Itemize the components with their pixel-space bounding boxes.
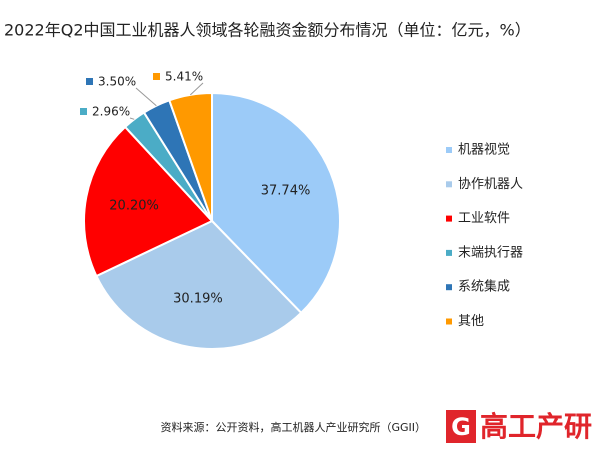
pie-slice [83, 125, 214, 278]
data-label: 30.19% [173, 292, 223, 307]
leader-line [135, 87, 157, 107]
pie-slice [211, 91, 341, 315]
legend-label: 系统集成 [458, 279, 510, 295]
logo-box [446, 410, 476, 443]
legend-swatch [446, 215, 452, 222]
legend-swatch [446, 284, 452, 291]
legend-swatch [446, 181, 452, 188]
legend-label: 工业软件 [458, 211, 510, 226]
data-label: 37.74% [261, 184, 311, 199]
data-label: 20.20% [109, 198, 159, 213]
label-swatch [86, 78, 93, 85]
leader-line [129, 117, 135, 120]
legend-label: 其他 [458, 314, 484, 329]
legend-swatch [446, 249, 452, 256]
pie-slice [168, 91, 213, 222]
legend-swatch [446, 318, 452, 325]
data-label: 5.41% [165, 70, 203, 84]
label-swatch [80, 108, 87, 115]
data-label: 3.50% [98, 75, 136, 89]
legend-swatch [446, 147, 452, 153]
label-swatch [153, 73, 160, 80]
legend-label: 机器视觉 [458, 143, 510, 158]
legend-label: 协作机器人 [458, 177, 523, 192]
pie-slice [95, 219, 303, 350]
source-note: 资料来源：公开资料，高工机器人产业研究所（GGII） [160, 420, 426, 434]
logo-mark: G [451, 413, 471, 441]
data-label: 2.96% [92, 105, 130, 119]
logo-text: 高工产研 [480, 410, 592, 443]
legend-label: 末端执行器 [458, 245, 523, 260]
chart-title: 2022年Q2中国工业机器人领域各轮融资金额分布情况（单位：亿元，%） [4, 21, 531, 40]
leader-line [190, 82, 204, 96]
